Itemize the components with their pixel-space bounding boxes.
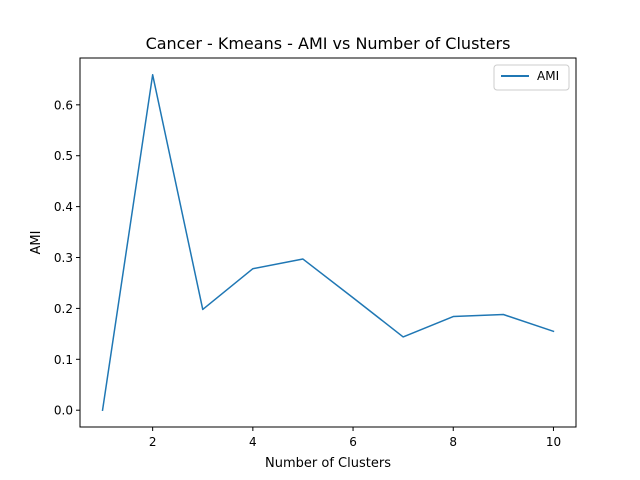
x-tick-label: 8 — [449, 435, 457, 449]
series-line-ami — [101, 74, 555, 412]
x-axis-ticks: 2 4 6 8 10 — [149, 427, 561, 449]
y-tick-label: 0.3 — [54, 251, 73, 265]
x-tick-label: 2 — [149, 435, 157, 449]
y-tick-label: 0.2 — [54, 302, 73, 316]
y-tick-label: 0.0 — [54, 404, 73, 418]
y-tick-label: 0.5 — [54, 149, 73, 163]
legend-box — [493, 64, 570, 91]
x-tick-label: 10 — [546, 435, 561, 449]
x-tick-label: 4 — [249, 435, 257, 449]
x-axis-label: Number of Clusters — [265, 456, 391, 471]
legend-label: AMI — [537, 69, 559, 83]
y-tick-label: 0.6 — [54, 98, 73, 112]
y-tick-label: 0.4 — [54, 200, 73, 214]
plot-area — [79, 57, 577, 428]
series-layer — [101, 74, 555, 412]
y-axis-label: AMI — [29, 231, 44, 255]
chart-title: Cancer - Kmeans - AMI vs Number of Clust… — [146, 34, 511, 53]
y-axis-ticks: 0.0 0.1 0.2 0.3 0.4 0.5 0.6 — [54, 98, 80, 418]
legend: AMI — [493, 64, 570, 91]
x-tick-label: 6 — [349, 435, 357, 449]
y-tick-label: 0.1 — [54, 353, 73, 367]
